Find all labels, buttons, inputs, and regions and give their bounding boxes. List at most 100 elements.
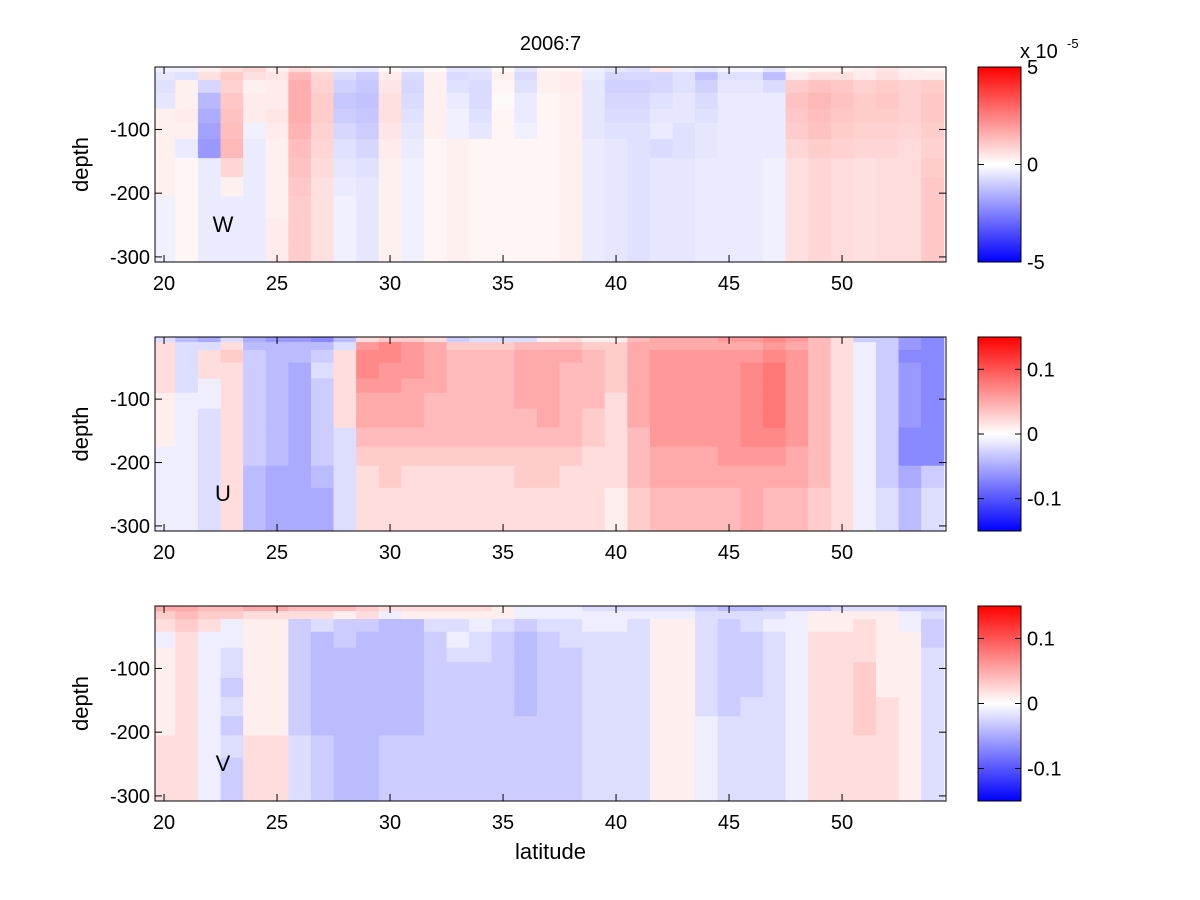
heatmap-cell — [446, 362, 470, 380]
heatmap-cell — [875, 427, 900, 448]
heatmap-cell — [220, 697, 244, 717]
heatmap-cell — [582, 611, 606, 620]
heatmap-cell — [446, 716, 470, 736]
heatmap-cell — [491, 158, 515, 178]
heatmap-cell — [695, 337, 719, 343]
heatmap-cell — [536, 647, 561, 663]
heatmap-cell — [672, 465, 696, 489]
heatmap-cell — [288, 647, 312, 663]
heatmap-cell — [559, 218, 583, 245]
heatmap-cell — [423, 196, 448, 220]
heatmap-cell — [175, 735, 199, 759]
heatmap-cell — [288, 678, 312, 698]
heatmap-cell — [423, 177, 448, 197]
heatmap-cell — [243, 678, 267, 698]
heatmap-cell — [310, 67, 335, 73]
heatmap-cell — [875, 92, 900, 110]
heatmap-cell — [288, 177, 312, 197]
x-tick-label: 20 — [153, 273, 175, 295]
heatmap-cell — [627, 80, 651, 94]
y-tick-label: -200 — [110, 722, 150, 744]
heatmap-cell — [175, 139, 199, 159]
heatmap-cell — [423, 662, 448, 679]
heatmap-cell — [672, 446, 696, 467]
heatmap-cell — [514, 92, 538, 110]
heatmap-cell — [672, 196, 696, 220]
heatmap-cell — [155, 783, 176, 801]
heatmap-cell — [604, 392, 628, 410]
heatmap-cell — [898, 662, 922, 679]
heatmap-cell — [762, 350, 787, 364]
heatmap-cell — [717, 392, 741, 410]
heatmap-cell — [582, 92, 606, 110]
heatmap-cell — [762, 342, 787, 351]
heatmap-cell — [423, 392, 448, 410]
heatmap-cell — [559, 244, 583, 262]
heatmap-cell — [627, 362, 651, 380]
heatmap-cell — [243, 362, 267, 380]
heatmap-cell — [197, 631, 222, 649]
heatmap-cell — [604, 362, 628, 380]
heatmap-cell — [446, 446, 470, 467]
heatmap-cell — [491, 631, 515, 649]
heatmap-cell — [243, 647, 267, 663]
heatmap-cell — [649, 631, 674, 649]
heatmap-cell — [808, 697, 832, 717]
heatmap-cell — [649, 123, 674, 140]
heatmap-cells — [155, 337, 945, 531]
heatmap-cell — [423, 108, 448, 124]
heatmap-cell — [514, 697, 538, 717]
heatmap-cell — [175, 446, 199, 467]
heatmap-cell — [310, 716, 335, 736]
heatmap-cell — [627, 67, 651, 73]
heatmap-cell — [830, 513, 854, 531]
heatmap-cell — [514, 218, 538, 245]
heatmap-cell — [333, 446, 357, 467]
heatmap-cell — [582, 362, 606, 380]
heatmap-cell — [875, 108, 900, 124]
heatmap-cell — [695, 196, 719, 220]
heatmap-cell — [740, 662, 764, 679]
heatmap-cell — [423, 337, 448, 343]
heatmap-cell — [197, 342, 222, 351]
heatmap-cell — [695, 378, 719, 394]
heatmap-cell — [898, 446, 922, 467]
heatmap-cell — [762, 72, 787, 81]
heatmap-cell — [265, 92, 289, 110]
heatmap-cell — [762, 92, 787, 110]
heatmap-cell — [491, 392, 515, 410]
heatmap-cell — [582, 606, 606, 612]
heatmap-cell — [356, 427, 380, 448]
heatmap-cell — [898, 408, 922, 429]
heatmap-cell — [740, 80, 764, 94]
heatmap-cell — [898, 619, 922, 633]
heatmap-cell — [830, 735, 854, 759]
heatmap-cell — [469, 647, 493, 663]
heatmap-cell — [717, 362, 741, 380]
heatmap-cells — [155, 606, 945, 801]
heatmap-cell — [875, 196, 900, 220]
heatmap-cell — [875, 139, 900, 159]
heatmap-cell — [559, 123, 583, 140]
heatmap-cell — [898, 139, 922, 159]
heatmap-cell — [175, 67, 199, 73]
heatmap-cell — [243, 446, 267, 467]
heatmap-cell — [356, 678, 380, 698]
heatmap-cell — [469, 80, 493, 94]
heatmap-cell — [491, 678, 515, 698]
heatmap-cell — [197, 158, 222, 178]
heatmap-cell — [875, 446, 900, 467]
heatmap-cell — [288, 378, 312, 394]
heatmap-cell — [197, 513, 222, 531]
heatmap-cell — [604, 80, 628, 94]
heatmap-cell — [220, 72, 244, 81]
heatmap-cell — [808, 342, 832, 351]
heatmap-cell — [830, 196, 854, 220]
heatmap-cell — [310, 139, 335, 159]
heatmap-cell — [401, 783, 425, 801]
heatmap-cell — [536, 678, 561, 698]
heatmap-cell — [604, 196, 628, 220]
heatmap-cell — [785, 108, 809, 124]
heatmap-cell — [717, 697, 741, 717]
heatmap-cell — [333, 619, 357, 633]
